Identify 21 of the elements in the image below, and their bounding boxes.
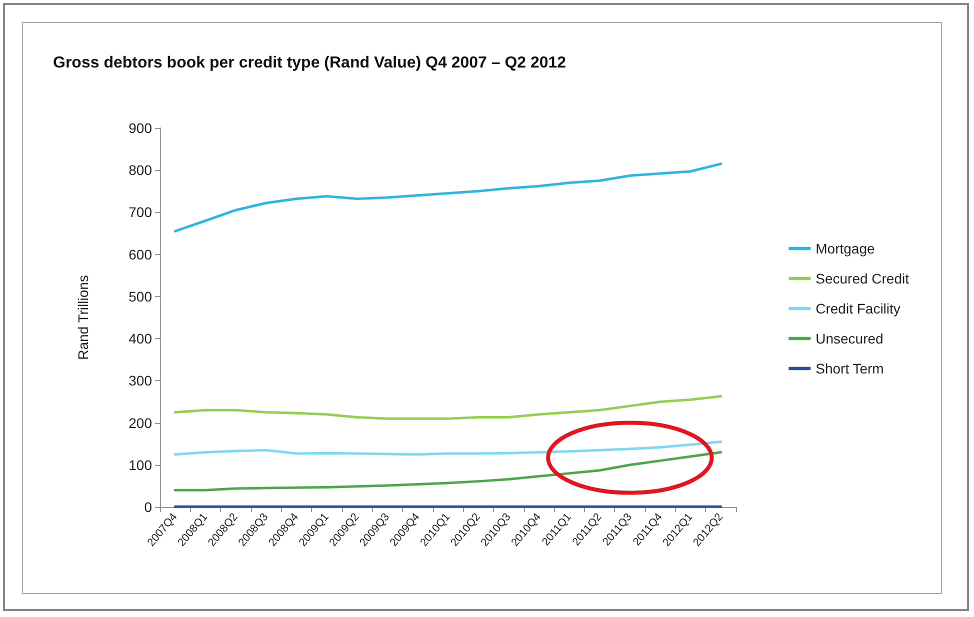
legend-label: Credit Facility	[816, 300, 900, 316]
legend-label: Unsecured	[816, 330, 884, 346]
y-tick-label: 100	[128, 456, 152, 473]
y-tick-label: 0	[144, 499, 152, 515]
y-tick-label: 200	[128, 414, 152, 431]
y-tick-label: 700	[128, 204, 152, 220]
y-tick-label: 500	[128, 288, 152, 304]
line-series	[174, 440, 722, 456]
line-series	[174, 451, 722, 492]
chart-title: Gross debtors book per credit type (Rand Value) Q4 2007 – Q2 2012	[53, 54, 566, 72]
line-series	[174, 395, 722, 420]
y-axis-title: Rand Trillions	[75, 275, 91, 360]
y-tick-label: 900	[128, 120, 152, 136]
legend-label: Secured Credit	[816, 270, 910, 286]
line-series	[174, 162, 722, 232]
y-tick-label: 300	[128, 372, 152, 389]
y-tick-label: 800	[128, 162, 152, 178]
legend-label: Short Term	[816, 360, 884, 376]
y-tick-label: 600	[128, 246, 152, 262]
legend-label: Mortgage	[816, 240, 875, 256]
y-tick-label: 400	[128, 330, 152, 347]
